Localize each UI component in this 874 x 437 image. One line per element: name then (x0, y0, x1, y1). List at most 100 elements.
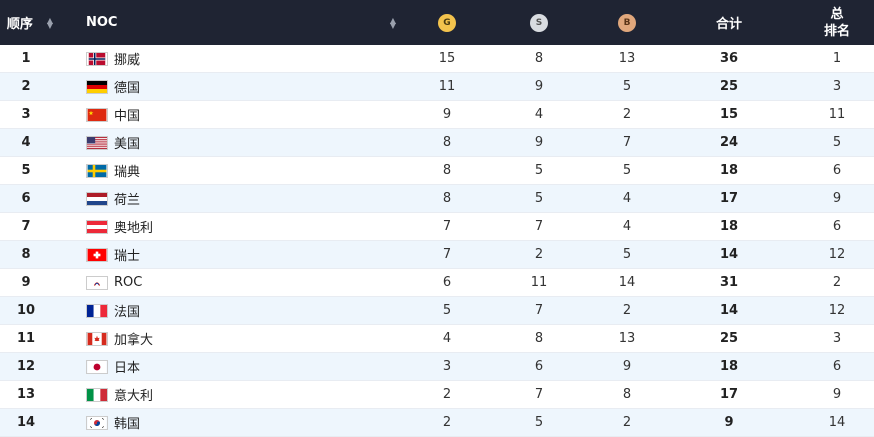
total-count: 25 (719, 331, 739, 346)
noc-name: 瑞士 (114, 249, 141, 264)
silver-count: 7 (534, 219, 544, 234)
noc-cell[interactable]: 加拿大 (86, 325, 386, 352)
sort-icon[interactable]: ▲ ▼ (389, 15, 396, 30)
table-row[interactable]: 2 德国 11 9 5 25 3 (0, 73, 874, 101)
total-count: 18 (719, 163, 739, 178)
table-row[interactable]: 12 日本 3 6 9 18 6 (0, 353, 874, 381)
gold-count: 2 (442, 387, 452, 402)
table-row[interactable]: 14 韩国 2 5 2 9 14 (0, 409, 874, 437)
gold-count: 4 (442, 331, 452, 346)
table-row[interactable]: 4 美国 8 9 7 24 5 (0, 129, 874, 157)
noc-cell[interactable]: 瑞士 (86, 241, 386, 268)
total-rank: 6 (832, 219, 842, 234)
silver-count: 5 (534, 415, 544, 430)
table-row[interactable]: 13 意大利 2 7 8 17 9 (0, 381, 874, 409)
bronze-count: 7 (622, 135, 632, 150)
gold-count: 8 (442, 191, 452, 206)
table-row[interactable]: 9 ROC 6 11 14 31 2 (0, 269, 874, 297)
silver-count: 9 (534, 79, 544, 94)
bronze-column-header[interactable]: B (598, 0, 656, 45)
noc-cell[interactable]: 奥地利 (86, 213, 386, 240)
bronze-count: 5 (622, 163, 632, 178)
total-count: 9 (724, 415, 734, 430)
total-count: 31 (719, 275, 739, 290)
noc-cell[interactable]: 美国 (86, 129, 386, 156)
total-count: 25 (719, 79, 739, 94)
rank-cell: 1 (21, 51, 31, 66)
total-column-header[interactable]: 合计 (715, 17, 742, 32)
gold-count: 7 (442, 247, 452, 262)
rank-cell: 2 (21, 79, 31, 94)
sweden-flag-icon (86, 163, 108, 178)
total-rank: 6 (832, 163, 842, 178)
table-row[interactable]: 8 瑞士 7 2 5 14 12 (0, 241, 874, 269)
noc-cell[interactable]: 德国 (86, 73, 386, 100)
bronze-count: 2 (622, 303, 632, 318)
noc-name: 日本 (114, 361, 141, 376)
gold-count: 15 (438, 51, 456, 66)
rank-cell: 11 (16, 331, 36, 346)
gold-count: 6 (442, 275, 452, 290)
total-rank-column-header[interactable]: 总 排名 (823, 6, 850, 39)
gold-count: 2 (442, 415, 452, 430)
noc-name: 德国 (114, 81, 141, 96)
gold-count: 5 (442, 303, 452, 318)
rank-cell: 12 (16, 359, 36, 374)
total-count: 17 (719, 191, 739, 206)
bronze-count: 4 (622, 191, 632, 206)
total-rank: 9 (832, 387, 842, 402)
noc-cell[interactable]: 挪威 (86, 45, 386, 72)
total-rank: 14 (828, 415, 846, 430)
noc-cell[interactable]: 中国 (86, 101, 386, 128)
bronze-count: 5 (622, 79, 632, 94)
table-row[interactable]: 3 中国 9 4 2 15 11 (0, 101, 874, 129)
total-count: 14 (719, 303, 739, 318)
table-row[interactable]: 10 法国 5 7 2 14 12 (0, 297, 874, 325)
norway-flag-icon (86, 51, 108, 66)
total-rank: 2 (832, 275, 842, 290)
bronze-count: 13 (618, 51, 636, 66)
france-flag-icon (86, 303, 108, 318)
noc-column-header[interactable]: NOC ▲ ▼ (86, 15, 396, 30)
rank-cell: 10 (16, 303, 36, 318)
rank-cell: 9 (21, 275, 31, 290)
gold-column-header[interactable]: G (418, 0, 476, 45)
silver-column-header[interactable]: S (510, 0, 568, 45)
silver-count: 8 (534, 51, 544, 66)
silver-count: 11 (530, 275, 548, 290)
table-row[interactable]: 7 奥地利 7 7 4 18 6 (0, 213, 874, 241)
table-row[interactable]: 6 荷兰 8 5 4 17 9 (0, 185, 874, 213)
noc-cell[interactable]: ROC (86, 269, 386, 296)
table-row[interactable]: 1 挪威 15 8 13 36 1 (0, 45, 874, 73)
noc-cell[interactable]: 瑞典 (86, 157, 386, 184)
total-rank: 12 (828, 247, 846, 262)
noc-cell[interactable]: 韩国 (86, 409, 386, 436)
noc-cell[interactable]: 意大利 (86, 381, 386, 408)
bronze-count: 2 (622, 107, 632, 122)
sort-icon[interactable]: ▲ ▼ (46, 15, 54, 30)
total-count: 14 (719, 247, 739, 262)
silver-count: 5 (534, 163, 544, 178)
switzerland-flag-icon (86, 247, 108, 262)
austria-flag-icon (86, 219, 108, 234)
rank-cell: 3 (21, 107, 31, 122)
gold-count: 9 (442, 107, 452, 122)
gold-count: 7 (442, 219, 452, 234)
noc-name: 意大利 (114, 389, 154, 404)
table-header: 顺序 ▲ ▼ NOC ▲ ▼ G S B 合计 总 排名 (0, 0, 874, 45)
noc-cell[interactable]: 日本 (86, 353, 386, 380)
gold-count: 8 (442, 163, 452, 178)
total-rank: 3 (832, 79, 842, 94)
total-rank: 3 (832, 331, 842, 346)
gold-count: 11 (438, 79, 456, 94)
noc-name: 美国 (114, 137, 141, 152)
rank-column-header[interactable]: 顺序 ▲ ▼ (6, 15, 54, 32)
noc-cell[interactable]: 荷兰 (86, 185, 386, 212)
bronze-medal-icon: B (618, 13, 636, 32)
roc-flag-icon (86, 275, 108, 290)
table-row[interactable]: 5 瑞典 8 5 5 18 6 (0, 157, 874, 185)
rank-cell: 7 (21, 219, 31, 234)
noc-cell[interactable]: 法国 (86, 297, 386, 324)
table-row[interactable]: 11 加拿大 4 8 13 25 3 (0, 325, 874, 353)
